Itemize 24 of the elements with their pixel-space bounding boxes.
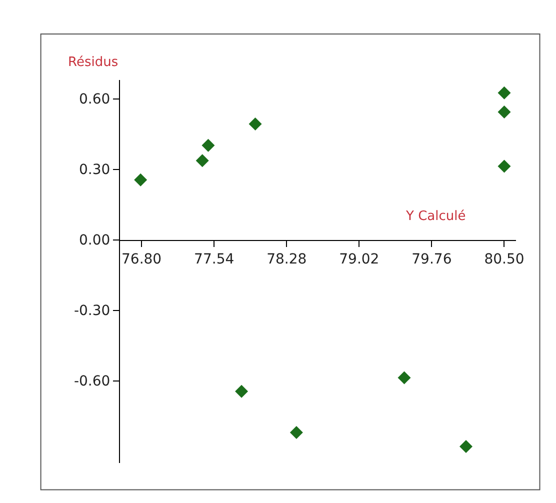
x-tick-label: 78.28 bbox=[266, 252, 307, 268]
point bbox=[134, 173, 148, 186]
y-tick-label: 0.00 bbox=[79, 232, 110, 249]
y-tick-label: 0.30 bbox=[79, 162, 110, 178]
y-tick-label: 0.60 bbox=[79, 92, 110, 108]
x-tick-label: 80.50 bbox=[484, 252, 524, 268]
x-tick-label: 77.54 bbox=[194, 252, 234, 268]
x-tick-label: 76.80 bbox=[122, 252, 162, 268]
point bbox=[498, 105, 511, 118]
point bbox=[202, 138, 215, 152]
point bbox=[235, 384, 248, 398]
x-tick-label: 79.02 bbox=[339, 252, 380, 268]
x-tick-label: 79.76 bbox=[412, 252, 452, 268]
point bbox=[290, 426, 303, 439]
y-tick-label: -0.60 bbox=[74, 374, 110, 390]
point bbox=[498, 86, 511, 100]
point bbox=[498, 160, 511, 173]
point bbox=[196, 154, 209, 168]
y-tick-label: -0.30 bbox=[74, 303, 110, 320]
point bbox=[460, 440, 473, 454]
x-axis-title: Y Calculé bbox=[405, 209, 466, 224]
point bbox=[248, 117, 262, 130]
point bbox=[398, 371, 411, 384]
y-axis-title: Résidus bbox=[68, 55, 118, 70]
